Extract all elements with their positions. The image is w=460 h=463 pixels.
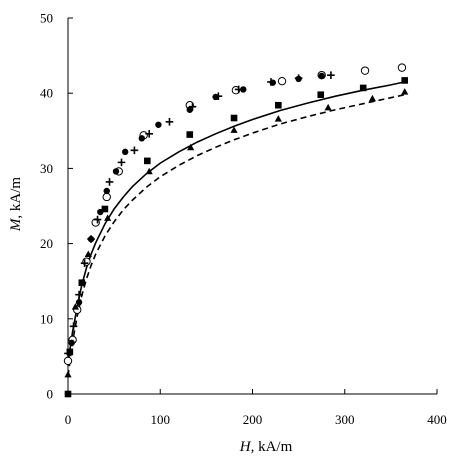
open-circle-point	[63, 356, 73, 366]
x-tick-label: 400	[427, 412, 447, 427]
filled-triangle-point	[274, 115, 282, 122]
filled-square-point	[275, 101, 282, 109]
filled-square-point	[144, 157, 151, 165]
filled-triangle-point	[104, 214, 112, 221]
filled-triangle-point	[84, 250, 92, 258]
filled-square-point	[317, 91, 325, 99]
filled-circle-point	[112, 168, 120, 175]
plus-point	[117, 158, 126, 167]
dashed-fit-line	[67, 93, 405, 377]
filled-square-point	[78, 279, 86, 287]
plus-point	[188, 102, 197, 111]
filled-triangle-point	[368, 94, 377, 102]
filled-triangle-point	[401, 88, 409, 95]
plus-point	[145, 130, 153, 138]
open-circle-point	[277, 76, 287, 86]
plus-point	[93, 215, 102, 224]
filled-square-point	[230, 114, 238, 122]
y-axis-title: M, kA/m	[8, 177, 24, 233]
filled-circle-point	[155, 121, 162, 128]
filled-triangle-point	[71, 303, 79, 310]
x-tick-label: 200	[243, 412, 263, 427]
filled-square-point	[66, 348, 74, 356]
data-markers	[63, 63, 409, 398]
plus-point	[165, 117, 174, 126]
plus-point	[214, 92, 223, 101]
filled-triangle-point	[64, 370, 72, 378]
open-circle-point	[102, 192, 111, 202]
filled-triangle-point	[145, 167, 153, 175]
y-tick-label: 50	[40, 11, 53, 26]
y-tick-label: 40	[40, 86, 53, 101]
x-tick-label: 300	[335, 412, 355, 427]
filled-circle-point	[138, 135, 145, 142]
filled-square-point	[359, 84, 367, 92]
plus-point	[267, 78, 275, 86]
filled-square-point	[186, 131, 194, 138]
filled-circle-point	[186, 106, 193, 113]
filled-circle-point	[68, 339, 75, 347]
y-tick-label: 0	[47, 387, 54, 402]
filled-circle-point	[121, 148, 129, 156]
plus-point	[75, 290, 83, 299]
plus-point	[294, 74, 303, 82]
plus-point	[327, 71, 335, 79]
filled-circle-point	[240, 86, 247, 93]
plus-point	[69, 322, 78, 331]
x-axis-title: H, kA/m	[239, 439, 293, 455]
x-tick-label: 0	[65, 412, 72, 427]
plus-point	[80, 259, 89, 267]
filled-triangle-point	[324, 103, 332, 111]
filled-triangle-point	[230, 126, 238, 133]
filled-circle-point	[318, 72, 325, 80]
plus-point	[234, 85, 243, 94]
filled-square-point	[401, 77, 409, 84]
y-tick-label: 20	[40, 236, 53, 251]
open-circle-point	[360, 66, 370, 75]
open-circle-point	[397, 63, 407, 72]
filled-circle-point	[103, 187, 110, 195]
fit-lines	[67, 81, 405, 377]
ticks: 0 100 200 300 400 0 10 20 30 40 50	[40, 11, 447, 428]
axes	[67, 18, 437, 395]
plus-point	[87, 235, 95, 243]
y-tick-label: 10	[40, 311, 53, 326]
plus-point	[105, 178, 114, 186]
solid-fit-line	[67, 81, 405, 366]
x-tick-label: 100	[151, 412, 171, 427]
filled-triangle-point	[187, 143, 195, 151]
filled-circle-point	[75, 299, 83, 306]
filled-square-point	[101, 205, 109, 213]
y-tick-label: 30	[40, 161, 53, 176]
filled-square-point	[64, 390, 72, 398]
plus-point	[130, 146, 139, 155]
